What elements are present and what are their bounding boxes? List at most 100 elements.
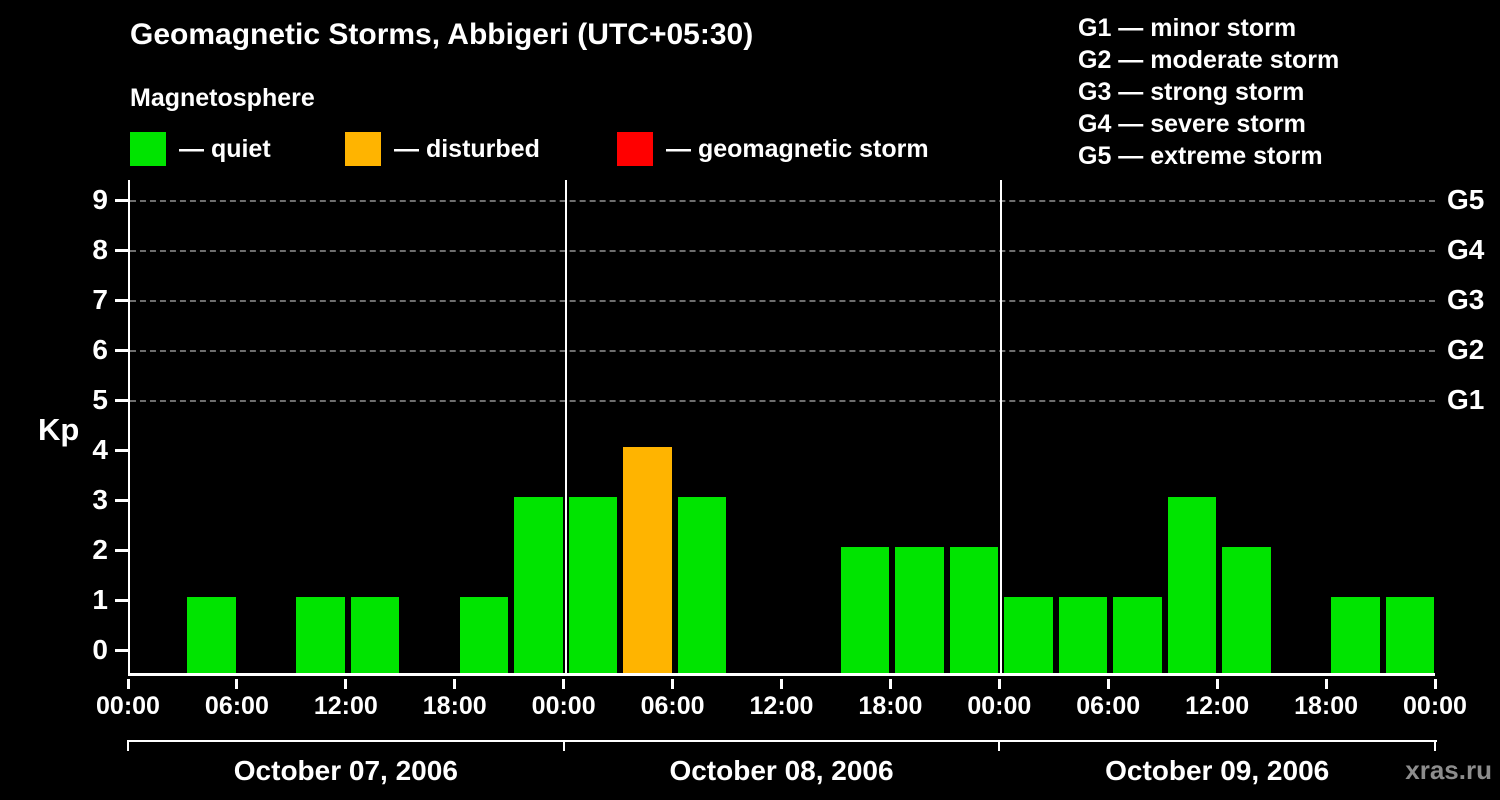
day-axis-tick	[127, 740, 129, 751]
storm-scale-g2: G2 — moderate storm	[1078, 46, 1340, 74]
y-tick-label: 1	[92, 584, 108, 615]
kp-bar	[1385, 597, 1434, 673]
kp-bar	[459, 597, 509, 673]
legend-item-quiet: — quiet	[130, 131, 271, 167]
x-tick	[1106, 679, 1110, 689]
storm-scale-g1: G1 — minor storm	[1078, 14, 1297, 42]
g-axis-label-g3: G3	[1447, 284, 1485, 315]
y-tick	[115, 299, 128, 302]
kp-bar	[568, 497, 618, 673]
kp-bar	[296, 597, 345, 673]
kp-bar	[1222, 547, 1271, 673]
y-tick	[115, 599, 128, 602]
y-tick	[115, 399, 128, 402]
y-axis-title: Kp	[38, 412, 80, 447]
day-label: October 08, 2006	[669, 755, 894, 786]
x-tick	[1433, 679, 1437, 689]
y-tick-label: 0	[92, 634, 108, 665]
kp-bar	[677, 497, 727, 673]
kp-bar	[350, 597, 400, 673]
g-axis-label-g4: G4	[1447, 234, 1485, 265]
x-tick	[344, 679, 348, 689]
kp-bar	[895, 547, 944, 673]
y-tick-label: 4	[92, 434, 108, 465]
x-tick-label: 06:00	[204, 692, 269, 720]
quiet-swatch	[130, 132, 166, 166]
x-tick	[671, 679, 675, 689]
x-tick	[1215, 679, 1219, 689]
x-tick	[1324, 679, 1328, 689]
day-axis-tick	[1434, 740, 1436, 751]
kp-bar	[623, 447, 672, 673]
gridline-kp9	[130, 200, 1435, 202]
y-tick	[115, 499, 128, 502]
day-axis-tick	[998, 740, 1001, 751]
y-tick	[115, 199, 128, 202]
x-tick-label: 06:00	[640, 692, 705, 720]
g-axis-label-g5: G5	[1447, 184, 1485, 215]
x-tick-label: 18:00	[422, 692, 487, 720]
gridline-kp5	[130, 400, 1435, 402]
g-axis-label-g1: G1	[1447, 384, 1485, 415]
legend-label-quiet: — quiet	[179, 134, 271, 163]
kp-bar	[1113, 597, 1162, 673]
legend-label-disturbed: — disturbed	[394, 134, 540, 163]
y-tick-label: 9	[92, 184, 108, 215]
kp-bar	[1167, 497, 1217, 673]
legend-item-disturbed: — disturbed	[345, 131, 540, 167]
gridline-kp8	[130, 250, 1435, 252]
storm-scale-legend: G1 — minor storm G2 — moderate storm G3 …	[1078, 12, 1339, 172]
y-tick	[115, 449, 128, 452]
kp-bar	[1058, 597, 1108, 673]
storm-scale-g4: G4 — severe storm	[1078, 110, 1306, 138]
subtitle: Magnetosphere	[130, 84, 315, 112]
legend-item-storm: — geomagnetic storm	[617, 131, 929, 167]
legend-label-storm: — geomagnetic storm	[666, 134, 929, 163]
gridline-kp6	[130, 350, 1435, 352]
x-tick-label: 12:00	[313, 692, 378, 720]
x-tick	[997, 679, 1001, 689]
y-tick-label: 6	[92, 334, 108, 365]
kp-bar	[1004, 597, 1053, 673]
plot-area	[128, 180, 1435, 676]
day-label: October 07, 2006	[233, 755, 458, 786]
day-axis-line	[128, 740, 1437, 742]
y-tick-label: 7	[92, 284, 108, 315]
y-tick	[115, 349, 128, 352]
day-separator	[564, 180, 567, 673]
storm-swatch	[617, 132, 653, 166]
page-title: Geomagnetic Storms, Abbigeri (UTC+05:30)	[130, 18, 754, 51]
x-tick-label: 00:00	[531, 692, 596, 720]
y-tick-label: 5	[92, 384, 108, 415]
gridline-kp7	[130, 300, 1435, 302]
x-tick-label: 18:00	[1294, 692, 1359, 720]
y-tick-label: 2	[92, 534, 108, 565]
x-tick	[235, 679, 239, 689]
disturbed-swatch	[345, 132, 381, 166]
x-tick-label: 18:00	[858, 692, 923, 720]
x-tick	[126, 679, 130, 689]
storm-scale-g5: G5 — extreme storm	[1078, 142, 1323, 170]
g-axis-label-g2: G2	[1447, 334, 1485, 365]
day-label: October 09, 2006	[1105, 755, 1330, 786]
x-tick-label: 12:00	[1185, 692, 1250, 720]
y-tick	[115, 649, 128, 652]
kp-bar	[1331, 597, 1380, 673]
kp-bar	[514, 497, 563, 673]
day-separator	[1000, 180, 1003, 673]
y-tick	[115, 549, 128, 552]
kp-bar	[840, 547, 890, 673]
y-tick-label: 8	[92, 234, 108, 265]
kp-bar	[187, 597, 236, 673]
y-tick-label: 3	[92, 484, 108, 515]
x-tick-label: 12:00	[749, 692, 814, 720]
watermark: xras.ru	[1405, 755, 1492, 785]
x-tick-label: 00:00	[1403, 692, 1467, 720]
y-tick	[115, 249, 128, 252]
storm-scale-g3: G3 — strong storm	[1078, 78, 1305, 106]
x-tick	[780, 679, 783, 689]
kp-bar	[949, 547, 999, 673]
x-tick-label: 00:00	[96, 692, 160, 720]
x-tick	[453, 679, 457, 689]
